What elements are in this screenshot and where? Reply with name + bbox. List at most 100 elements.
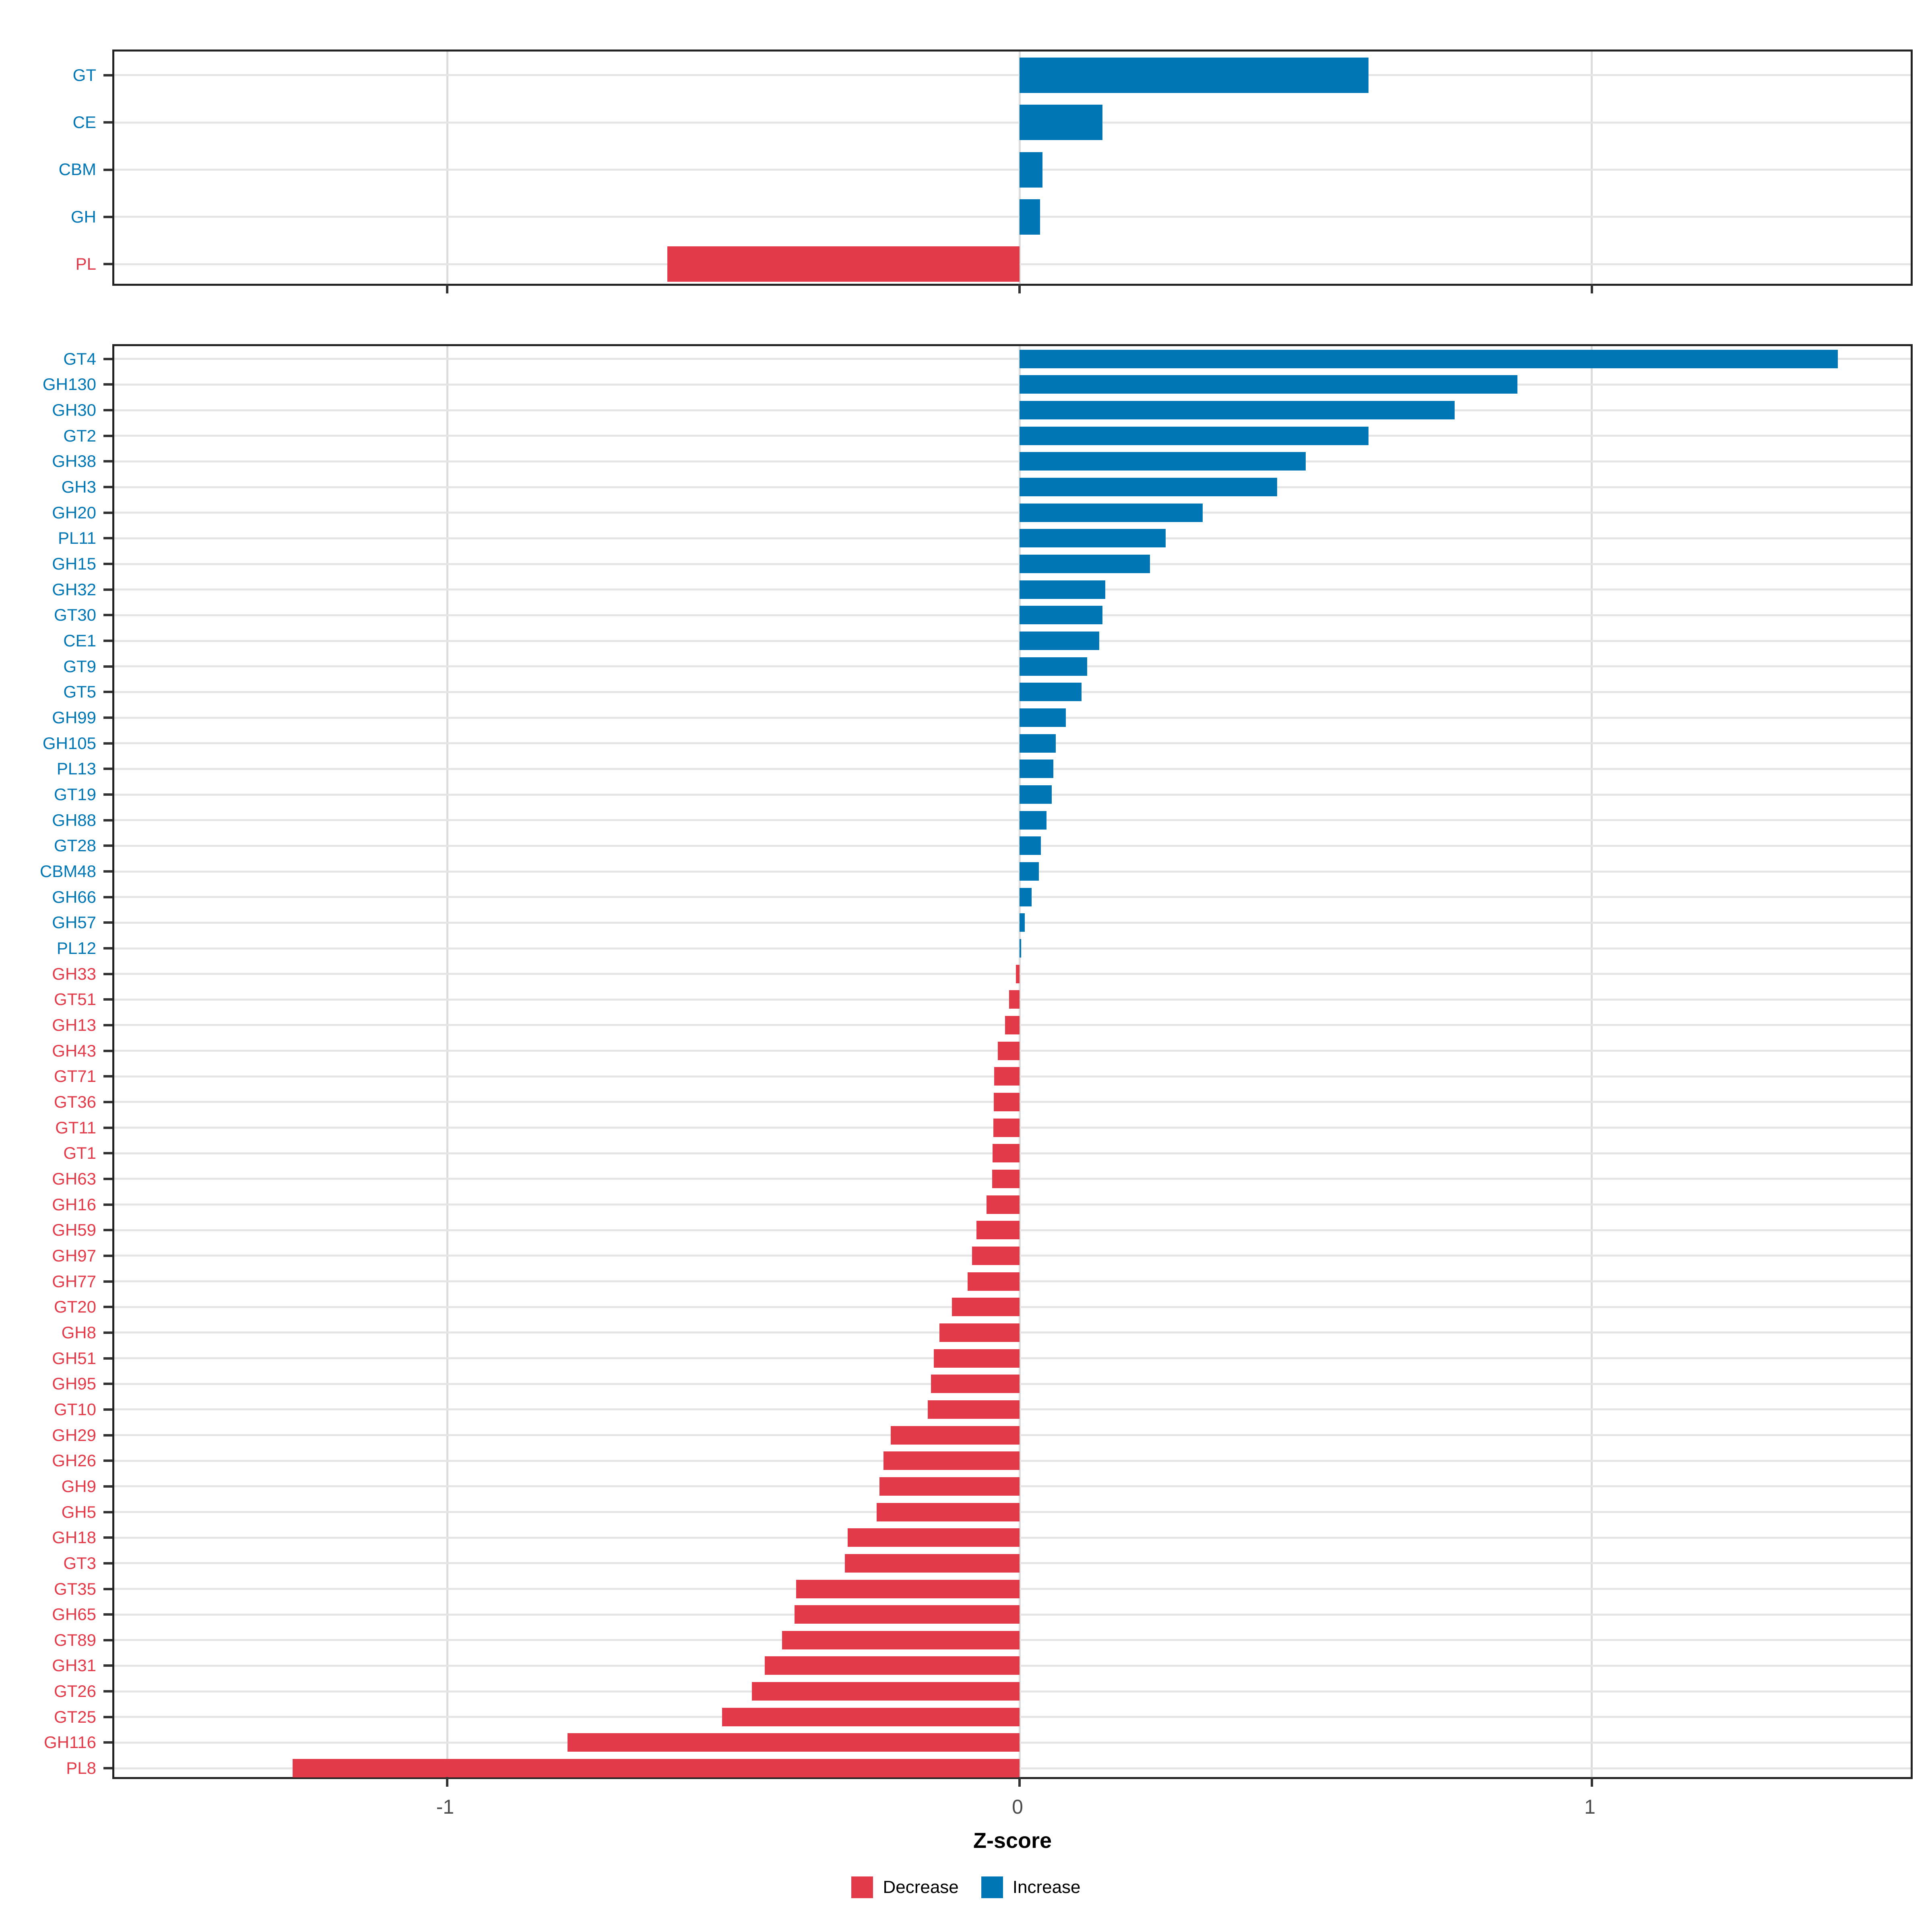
bar-GH3 <box>1020 478 1277 497</box>
y-axis-tick-GH18 <box>103 1536 112 1539</box>
y-axis-tick-GH33 <box>103 972 112 975</box>
category-label-GH38: GH38 <box>52 452 96 471</box>
y-axis-tick-GH31 <box>103 1664 112 1667</box>
y-axis-tick-GT5 <box>103 691 112 694</box>
category-label-GH29: GH29 <box>52 1425 96 1445</box>
category-label-GT25: GT25 <box>54 1707 96 1726</box>
x-tick-label-neg1: -1 <box>436 1796 454 1818</box>
category-label-GH88: GH88 <box>52 810 96 830</box>
vertical-gridline--1 <box>446 346 448 1777</box>
category-label-GH97: GH97 <box>52 1246 96 1265</box>
category-label-GH32: GH32 <box>52 580 96 599</box>
y-axis-tick-GT30 <box>103 614 112 617</box>
row-gridline <box>114 665 1911 668</box>
category-label-GT89: GT89 <box>54 1630 96 1649</box>
bar-GT35 <box>796 1579 1020 1598</box>
row-gridline <box>114 169 1911 171</box>
category-label-GH57: GH57 <box>52 913 96 932</box>
row-gridline <box>114 896 1911 898</box>
category-label-GT4: GT4 <box>63 349 96 368</box>
x-axis-tick-1 <box>1590 1777 1593 1787</box>
category-label-GT5: GT5 <box>63 682 96 702</box>
row-gridline <box>114 640 1911 642</box>
bar-GT51 <box>1009 990 1020 1009</box>
row-gridline <box>114 537 1911 539</box>
bar-GT19 <box>1020 785 1052 804</box>
bar-GH32 <box>1020 580 1106 599</box>
y-axis-tick-GT71 <box>103 1075 112 1078</box>
bar-GT26 <box>751 1682 1020 1701</box>
y-axis-tick-CBM48 <box>103 870 112 873</box>
y-axis-tick-GT20 <box>103 1306 112 1309</box>
bar-GT30 <box>1020 606 1103 625</box>
y-axis-tick-GH130 <box>103 383 112 386</box>
y-axis-tick-GH57 <box>103 921 112 924</box>
y-axis-tick-GH8 <box>103 1331 112 1334</box>
legend-item-increase: Increase <box>981 1876 1081 1898</box>
category-label-GT30: GT30 <box>54 605 96 625</box>
bar-GH57 <box>1020 913 1025 932</box>
bar-GH20 <box>1020 503 1203 522</box>
bar-GH15 <box>1020 555 1150 574</box>
facet-panel-cazyme-classes: GT CE CBM GH PL <box>59 50 1913 293</box>
y-axis-tick-GH9 <box>103 1485 112 1488</box>
y-axis-tick-GH20 <box>103 511 112 514</box>
x-tick-label-1: 1 <box>1584 1796 1596 1818</box>
bar-GH <box>1020 199 1040 235</box>
legend-label-increase: Increase <box>1012 1877 1081 1897</box>
y-axis-tick-GH15 <box>103 563 112 566</box>
category-label-GH77: GH77 <box>52 1271 96 1291</box>
category-label-GT10: GT10 <box>54 1399 96 1419</box>
y-axis-tick-GT3 <box>103 1562 112 1565</box>
category-label-GT3: GT3 <box>63 1553 96 1573</box>
y-axis-tick-GH116 <box>103 1741 112 1744</box>
category-label-PL8: PL8 <box>66 1759 96 1778</box>
bar-GH65 <box>795 1605 1020 1624</box>
y-axis-tick-GH32 <box>103 588 112 591</box>
bar-CE1 <box>1020 632 1099 650</box>
bar-GH16 <box>986 1195 1020 1214</box>
bar-GT3 <box>845 1554 1020 1573</box>
row-gridline <box>114 921 1911 924</box>
bar-GT2 <box>1020 426 1369 445</box>
row-gridline <box>114 512 1911 514</box>
bar-GH13 <box>1005 1016 1020 1034</box>
y-axis-tick-GH65 <box>103 1613 112 1616</box>
bar-GH59 <box>976 1221 1020 1240</box>
category-label-GH8: GH8 <box>61 1323 96 1342</box>
row-gridline <box>114 74 1911 76</box>
bar-GH29 <box>891 1426 1020 1445</box>
y-axis-tick-GH43 <box>103 1049 112 1052</box>
bar-GH18 <box>848 1528 1020 1547</box>
y-axis-tick-GH30 <box>103 409 112 412</box>
bar-GH30 <box>1020 401 1455 420</box>
category-label-GH33: GH33 <box>52 964 96 983</box>
row-gridline <box>114 435 1911 437</box>
bar-GH8 <box>939 1323 1020 1342</box>
y-axis-tick-GH38 <box>103 460 112 463</box>
category-label-GH13: GH13 <box>52 1015 96 1034</box>
category-label-GH18: GH18 <box>52 1528 96 1547</box>
y-axis-tick-GT1 <box>103 1152 112 1155</box>
bar-GT89 <box>782 1631 1020 1649</box>
y-axis-tick-GT26 <box>103 1690 112 1693</box>
row-gridline <box>114 947 1911 949</box>
category-label-GT11: GT11 <box>55 1118 96 1137</box>
row-gridline <box>114 121 1911 124</box>
category-label-GH105: GH105 <box>42 733 96 753</box>
x-axis-tick--1 <box>446 284 449 293</box>
category-label-PL11: PL11 <box>58 528 96 548</box>
bar-GT10 <box>928 1400 1020 1419</box>
bar-GH5 <box>876 1503 1020 1521</box>
row-gridline <box>114 691 1911 693</box>
category-label-GH43: GH43 <box>52 1041 96 1060</box>
category-label-CE: CE <box>72 113 96 132</box>
category-label-GT71: GT71 <box>54 1067 96 1086</box>
category-label-GH116: GH116 <box>44 1733 96 1752</box>
category-label-GT26: GT26 <box>54 1682 96 1701</box>
category-label-GH31: GH31 <box>52 1656 96 1675</box>
category-label-GH5: GH5 <box>61 1502 96 1521</box>
category-label-GT1: GT1 <box>63 1144 96 1163</box>
bar-GH51 <box>933 1349 1020 1368</box>
